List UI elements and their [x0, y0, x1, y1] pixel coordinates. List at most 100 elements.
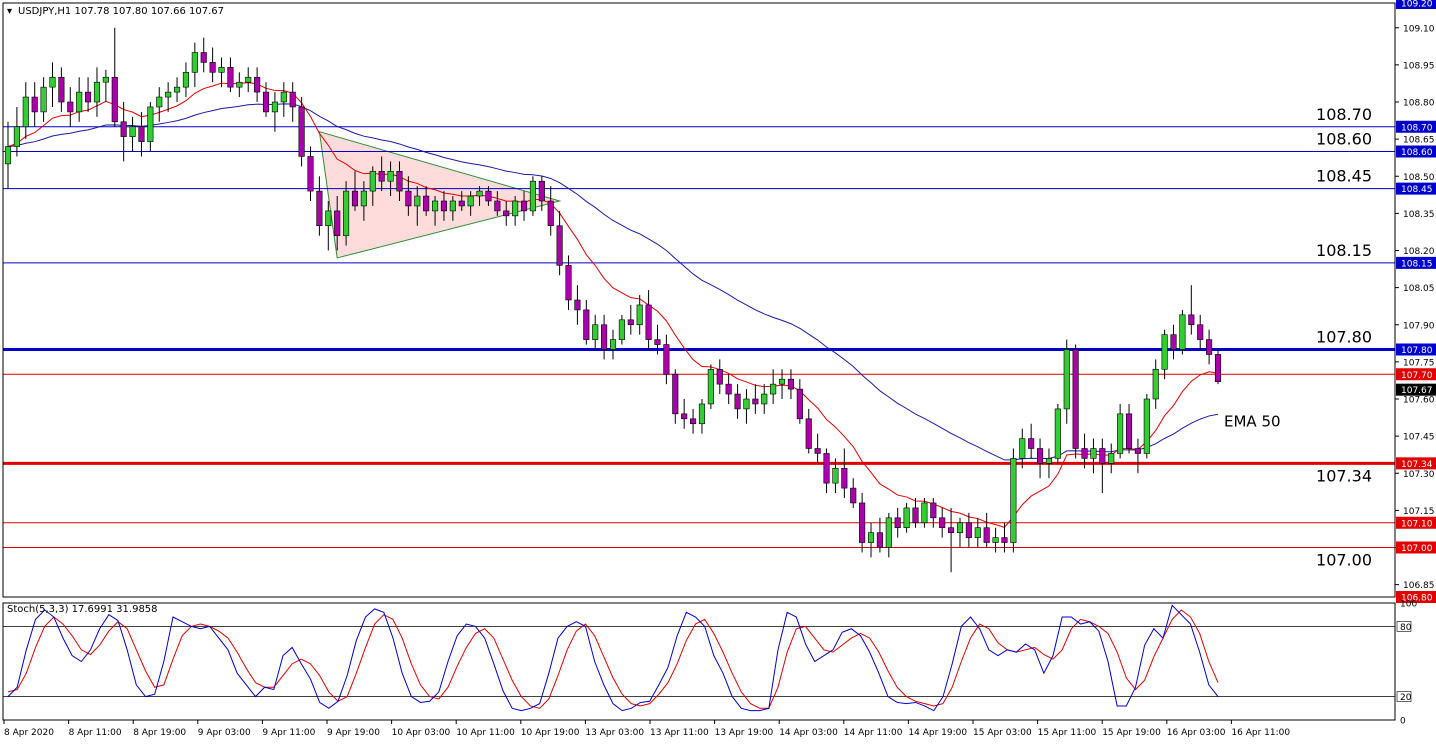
candle[interactable] — [770, 369, 777, 404]
candle[interactable] — [645, 290, 652, 350]
candle[interactable] — [254, 67, 261, 102]
candle[interactable] — [40, 77, 47, 122]
candle[interactable] — [663, 334, 670, 385]
candle[interactable] — [1117, 403, 1124, 459]
stochastic-pane[interactable] — [3, 604, 1395, 712]
candle[interactable] — [1152, 359, 1159, 409]
candle[interactable] — [1161, 329, 1168, 380]
candle[interactable] — [903, 502, 910, 533]
candle[interactable] — [654, 324, 661, 355]
candle[interactable] — [129, 116, 136, 152]
candle[interactable] — [182, 62, 189, 98]
candle[interactable] — [360, 181, 367, 221]
candle[interactable] — [1188, 285, 1195, 335]
candle[interactable] — [805, 408, 812, 454]
candle[interactable] — [672, 369, 679, 424]
candle[interactable] — [841, 448, 848, 499]
candle[interactable] — [102, 69, 109, 102]
candle[interactable] — [707, 364, 714, 409]
candle[interactable] — [351, 171, 359, 211]
candle[interactable] — [681, 399, 688, 429]
candle[interactable] — [334, 196, 341, 251]
candle[interactable] — [1108, 443, 1115, 474]
candle[interactable] — [111, 27, 118, 127]
candle[interactable] — [690, 408, 697, 434]
candle[interactable] — [538, 176, 545, 211]
candle[interactable] — [885, 512, 892, 558]
candle[interactable] — [547, 186, 554, 236]
candle[interactable] — [1134, 438, 1141, 474]
candle[interactable] — [1054, 403, 1061, 464]
candle[interactable] — [974, 517, 981, 548]
candle[interactable] — [1206, 329, 1213, 365]
candle[interactable] — [245, 67, 252, 93]
candle[interactable] — [307, 146, 314, 201]
candle[interactable] — [173, 77, 181, 102]
candle[interactable] — [956, 517, 964, 548]
candle[interactable] — [58, 67, 65, 112]
candle[interactable] — [156, 87, 163, 122]
candle[interactable] — [787, 369, 794, 399]
candle[interactable] — [485, 186, 492, 206]
candle[interactable] — [921, 498, 928, 528]
candle[interactable] — [1143, 394, 1150, 459]
candle[interactable] — [298, 97, 305, 167]
candle[interactable] — [289, 82, 296, 122]
candle[interactable] — [894, 507, 901, 538]
candle[interactable] — [565, 255, 572, 310]
candle[interactable] — [325, 201, 332, 251]
candle[interactable] — [423, 186, 430, 216]
candle[interactable] — [405, 176, 412, 216]
candle[interactable] — [1019, 428, 1026, 469]
candle[interactable] — [1081, 433, 1088, 469]
candle[interactable] — [13, 106, 20, 157]
candle[interactable] — [1001, 522, 1008, 553]
candle[interactable] — [636, 295, 643, 335]
candle[interactable] — [378, 156, 385, 192]
candle[interactable] — [965, 512, 972, 548]
candle[interactable] — [138, 111, 145, 157]
candle[interactable] — [832, 458, 839, 494]
candle[interactable] — [93, 67, 101, 117]
candle[interactable] — [458, 191, 465, 211]
candle[interactable] — [698, 399, 706, 434]
candle[interactable] — [1072, 344, 1079, 459]
candle[interactable] — [49, 62, 56, 107]
candle[interactable] — [316, 176, 323, 236]
candle[interactable] — [67, 87, 74, 127]
candle[interactable] — [414, 186, 421, 226]
candle[interactable] — [859, 493, 866, 553]
candle[interactable] — [1197, 314, 1204, 350]
candle[interactable] — [280, 82, 287, 117]
candle[interactable] — [476, 186, 483, 206]
candle[interactable] — [1099, 438, 1106, 494]
candle[interactable] — [494, 191, 501, 216]
candle[interactable] — [147, 102, 154, 152]
candle[interactable] — [761, 384, 768, 414]
candle[interactable] — [716, 359, 723, 395]
candle[interactable] — [992, 527, 999, 553]
candle[interactable] — [725, 374, 732, 404]
candle[interactable] — [120, 102, 127, 162]
candle[interactable] — [1170, 324, 1177, 360]
candle[interactable] — [752, 384, 759, 414]
candle[interactable] — [1045, 448, 1053, 479]
chart-menu-arrow-icon[interactable]: ▾ — [7, 6, 12, 17]
candle[interactable] — [271, 92, 278, 132]
candle[interactable] — [262, 82, 270, 117]
candle[interactable] — [467, 191, 474, 216]
candle[interactable] — [529, 176, 536, 216]
candle[interactable] — [218, 57, 225, 88]
candle[interactable] — [743, 389, 750, 424]
candle[interactable] — [1090, 438, 1097, 474]
candle[interactable] — [583, 300, 590, 345]
candle[interactable] — [343, 181, 350, 246]
candle[interactable] — [823, 448, 830, 494]
candle[interactable] — [609, 329, 617, 360]
candle[interactable] — [930, 498, 937, 528]
candle[interactable] — [867, 522, 875, 558]
candle[interactable] — [1010, 448, 1017, 553]
candle[interactable] — [22, 82, 29, 140]
candle[interactable] — [1214, 349, 1222, 385]
candle[interactable] — [227, 57, 234, 93]
